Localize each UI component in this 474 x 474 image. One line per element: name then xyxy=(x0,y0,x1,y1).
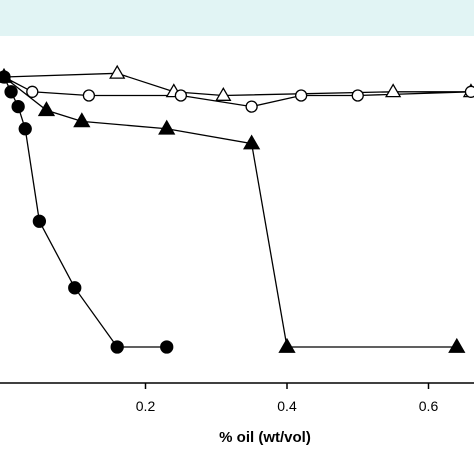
data-point-filled-circle xyxy=(32,214,47,228)
x-tick-label: 0.6 xyxy=(419,398,439,414)
data-point-filled-circle xyxy=(0,70,11,84)
series-line-filled-circle xyxy=(3,76,167,348)
series-markers xyxy=(0,64,474,354)
top-band xyxy=(0,0,474,36)
data-point-open-circle xyxy=(82,89,96,102)
series-lines xyxy=(3,72,471,348)
x-tick-label: 0.4 xyxy=(277,398,297,414)
x-tick-label: 0.2 xyxy=(136,398,156,414)
data-point-open-triangle xyxy=(215,87,232,101)
data-point-filled-triangle xyxy=(242,134,261,150)
data-point-open-circle xyxy=(464,85,474,98)
data-point-open-circle xyxy=(351,89,364,102)
data-point-open-triangle xyxy=(384,83,402,98)
data-point-filled-circle xyxy=(110,340,124,354)
data-point-open-circle xyxy=(245,100,258,113)
data-point-filled-triangle xyxy=(448,337,466,353)
data-point-filled-circle xyxy=(4,85,18,99)
x-ticks: 0.2 0.4 0.6 xyxy=(136,383,439,414)
series-line-open-circle xyxy=(3,76,471,108)
data-point-open-circle xyxy=(174,89,188,102)
data-point-filled-triangle xyxy=(278,337,296,353)
data-point-filled-triangle xyxy=(73,112,91,128)
data-point-filled-triangle xyxy=(158,119,176,135)
data-point-filled-circle xyxy=(18,122,32,136)
data-point-filled-circle xyxy=(11,99,25,114)
data-point-filled-triangle xyxy=(37,101,56,117)
x-axis-label: % oil (wt/vol) xyxy=(219,429,311,446)
data-point-filled-circle xyxy=(160,340,174,354)
data-point-open-triangle xyxy=(109,64,126,79)
series-line-open-triangle xyxy=(3,72,471,97)
data-point-open-circle xyxy=(294,89,308,102)
series-line-filled-triangle xyxy=(3,76,457,348)
data-point-filled-circle xyxy=(68,281,82,295)
data-point-open-circle xyxy=(26,85,39,98)
